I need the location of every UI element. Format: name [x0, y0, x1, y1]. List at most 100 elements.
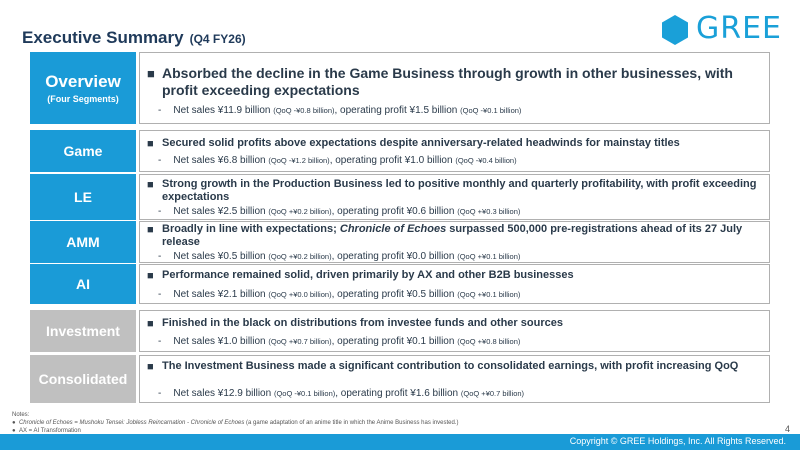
detail-sales: Net sales ¥2.5 billion — [173, 206, 269, 217]
row-heading: Broadly in line with expectations; Chron… — [162, 223, 761, 249]
detail-profit: , operating profit ¥0.0 billion — [331, 251, 458, 262]
copyright-text: Copyright © GREE Holdings, Inc. All Righ… — [569, 436, 786, 446]
row-heading: The Investment Business made a significa… — [162, 360, 739, 372]
page-number: 4 — [784, 424, 790, 434]
row-label: LE — [30, 174, 136, 220]
square-bullet-icon: ■ — [147, 318, 154, 330]
detail-sales: Net sales ¥12.9 billion — [173, 388, 274, 399]
row-heading: Finished in the black on distributions f… — [162, 317, 563, 329]
row-label-text: AI — [76, 276, 90, 292]
summary-row-le: LE ■ Strong growth in the Production Bus… — [30, 174, 770, 220]
note-item: ● AX = AI Transformation — [12, 427, 459, 435]
row-detail: - Net sales ¥6.8 billion (QoQ -¥1.2 billi… — [158, 155, 761, 166]
notes-title: Notes: — [12, 412, 30, 418]
row-content: ■ Strong growth in the Production Busine… — [139, 174, 770, 220]
dot-bullet-icon: ● — [12, 420, 19, 426]
row-heading: Performance remained solid, driven prima… — [162, 269, 574, 281]
row-label: Consolidated — [30, 355, 136, 403]
detail-profit-qoq: (QoQ +¥0.3 billion) — [457, 207, 521, 216]
footer-bar: Copyright © GREE Holdings, Inc. All Righ… — [0, 434, 800, 450]
row-detail: - Net sales ¥2.1 billion (QoQ +¥0.0 billi… — [158, 289, 761, 300]
summary-row-ai: AI ■ Performance remained solid, driven … — [30, 264, 770, 304]
dash-bullet-icon: - — [158, 206, 162, 217]
square-bullet-icon: ■ — [147, 224, 154, 236]
page-subtitle: (Q4 FY26) — [189, 32, 246, 46]
row-label: Game — [30, 130, 136, 172]
detail-profit-qoq: (QoQ +¥0.1 billion) — [457, 290, 521, 299]
row-content: ■ Performance remained solid, driven pri… — [139, 264, 770, 304]
detail-sales: Net sales ¥11.9 billion — [173, 105, 274, 116]
detail-sales: Net sales ¥6.8 billion — [173, 155, 269, 166]
row-label-text: LE — [74, 189, 92, 205]
page-title-text: Executive Summary — [22, 28, 184, 47]
detail-profit: , operating profit ¥0.5 billion — [331, 289, 458, 300]
note-explanation: (a game adaptation of an anime title in … — [244, 420, 459, 426]
detail-sales-qoq: (QoQ -¥0.1 billion) — [273, 389, 336, 398]
row-label: AI — [30, 264, 136, 304]
square-bullet-icon: ■ — [147, 270, 154, 282]
detail-profit-qoq: (QoQ -¥0.1 billion) — [460, 106, 522, 115]
detail-sales: Net sales ¥0.5 billion — [173, 251, 269, 262]
row-content: ■ Absorbed the decline in the Game Busin… — [139, 52, 770, 124]
detail-sales: Net sales ¥2.1 billion — [173, 289, 269, 300]
summary-row-game: Game ■ Secured solid profits above expec… — [30, 130, 770, 172]
row-detail: - Net sales ¥2.5 billion (QoQ +¥0.2 billi… — [158, 206, 761, 217]
page-title: Executive Summary (Q4 FY26) — [22, 28, 246, 48]
row-heading: Secured solid profits above expectations… — [162, 137, 680, 149]
note-item: ● Chronicle of Echoes = Mushoku Tensei: … — [12, 419, 459, 427]
detail-sales-qoq: (QoQ +¥0.2 billion) — [268, 207, 332, 216]
gree-logo: GREE — [660, 11, 783, 46]
detail-profit-qoq: (QoQ +¥0.8 billion) — [457, 337, 521, 346]
hexagon-logo-icon — [662, 15, 688, 45]
footnotes: Notes: ● Chronicle of Echoes = Mushoku T… — [12, 411, 459, 435]
row-detail: - Net sales ¥12.9 billion (QoQ -¥0.1 bill… — [158, 388, 761, 399]
row-detail: - Net sales ¥0.5 billion (QoQ +¥0.2 billi… — [158, 251, 761, 262]
detail-sales: Net sales ¥1.0 billion — [173, 336, 269, 347]
row-label: Overview (Four Segments) — [30, 52, 136, 124]
dot-bullet-icon: ● — [12, 428, 19, 434]
row-label: AMM — [30, 221, 136, 263]
square-bullet-icon: ■ — [147, 361, 154, 373]
detail-profit: , operating profit ¥0.1 billion — [331, 336, 458, 347]
row-content: ■ Finished in the black on distributions… — [139, 310, 770, 352]
note-definition: Mushoku Tensei: Jobless Reincarnation - … — [79, 420, 245, 426]
dash-bullet-icon: - — [158, 155, 162, 166]
square-bullet-icon: ■ — [147, 66, 155, 81]
game-title: Chronicle of Echoes — [339, 223, 447, 235]
row-content: ■ Broadly in line with expectations; Chr… — [139, 221, 770, 263]
row-heading: Absorbed the decline in the Game Busines… — [162, 65, 733, 98]
summary-row-overview: Overview (Four Segments) ■ Absorbed the … — [30, 52, 770, 124]
row-label-text: AMM — [66, 234, 100, 250]
dash-bullet-icon: - — [158, 251, 162, 262]
row-detail: - Net sales ¥11.9 billion (QoQ -¥0.8 bill… — [158, 105, 761, 116]
dash-bullet-icon: - — [158, 388, 162, 399]
row-detail: - Net sales ¥1.0 billion (QoQ +¥0.7 billi… — [158, 336, 761, 347]
summary-row-investment: Investment ■ Finished in the black on di… — [30, 310, 770, 352]
row-label-text: Game — [63, 143, 103, 159]
note-separator: = — [72, 420, 80, 426]
detail-profit-qoq: (QoQ +¥0.1 billion) — [457, 252, 521, 261]
row-label-text: Overview — [45, 72, 121, 91]
row-content: ■ Secured solid profits above expectatio… — [139, 130, 770, 172]
detail-sales-qoq: (QoQ +¥0.2 billion) — [268, 252, 332, 261]
logo-text: GREE — [696, 11, 783, 46]
detail-profit: , operating profit ¥1.6 billion — [335, 388, 461, 399]
detail-profit: , operating profit ¥0.6 billion — [331, 206, 458, 217]
note-text: AX = AI Transformation — [18, 428, 81, 434]
square-bullet-icon: ■ — [147, 138, 154, 150]
summary-row-amm: AMM ■ Broadly in line with expectations;… — [30, 221, 770, 263]
detail-sales-qoq: (QoQ -¥0.8 billion) — [273, 106, 335, 115]
detail-sales-qoq: (QoQ -¥1.2 billion) — [268, 156, 330, 165]
row-content: ■ The Investment Business made a signifi… — [139, 355, 770, 403]
row-label: Investment — [30, 310, 136, 352]
detail-sales-qoq: (QoQ +¥0.0 billion) — [268, 290, 332, 299]
row-label-text: Investment — [46, 323, 120, 339]
detail-profit: , operating profit ¥1.0 billion — [329, 155, 456, 166]
square-bullet-icon: ■ — [147, 179, 154, 191]
summary-row-consolidated: Consolidated ■ The Investment Business m… — [30, 355, 770, 403]
detail-sales-qoq: (QoQ +¥0.7 billion) — [268, 337, 332, 346]
row-label-text: Consolidated — [38, 371, 128, 387]
dash-bullet-icon: - — [158, 289, 162, 300]
detail-profit: , operating profit ¥1.5 billion — [334, 105, 461, 116]
row-heading: Strong growth in the Production Business… — [162, 178, 757, 203]
